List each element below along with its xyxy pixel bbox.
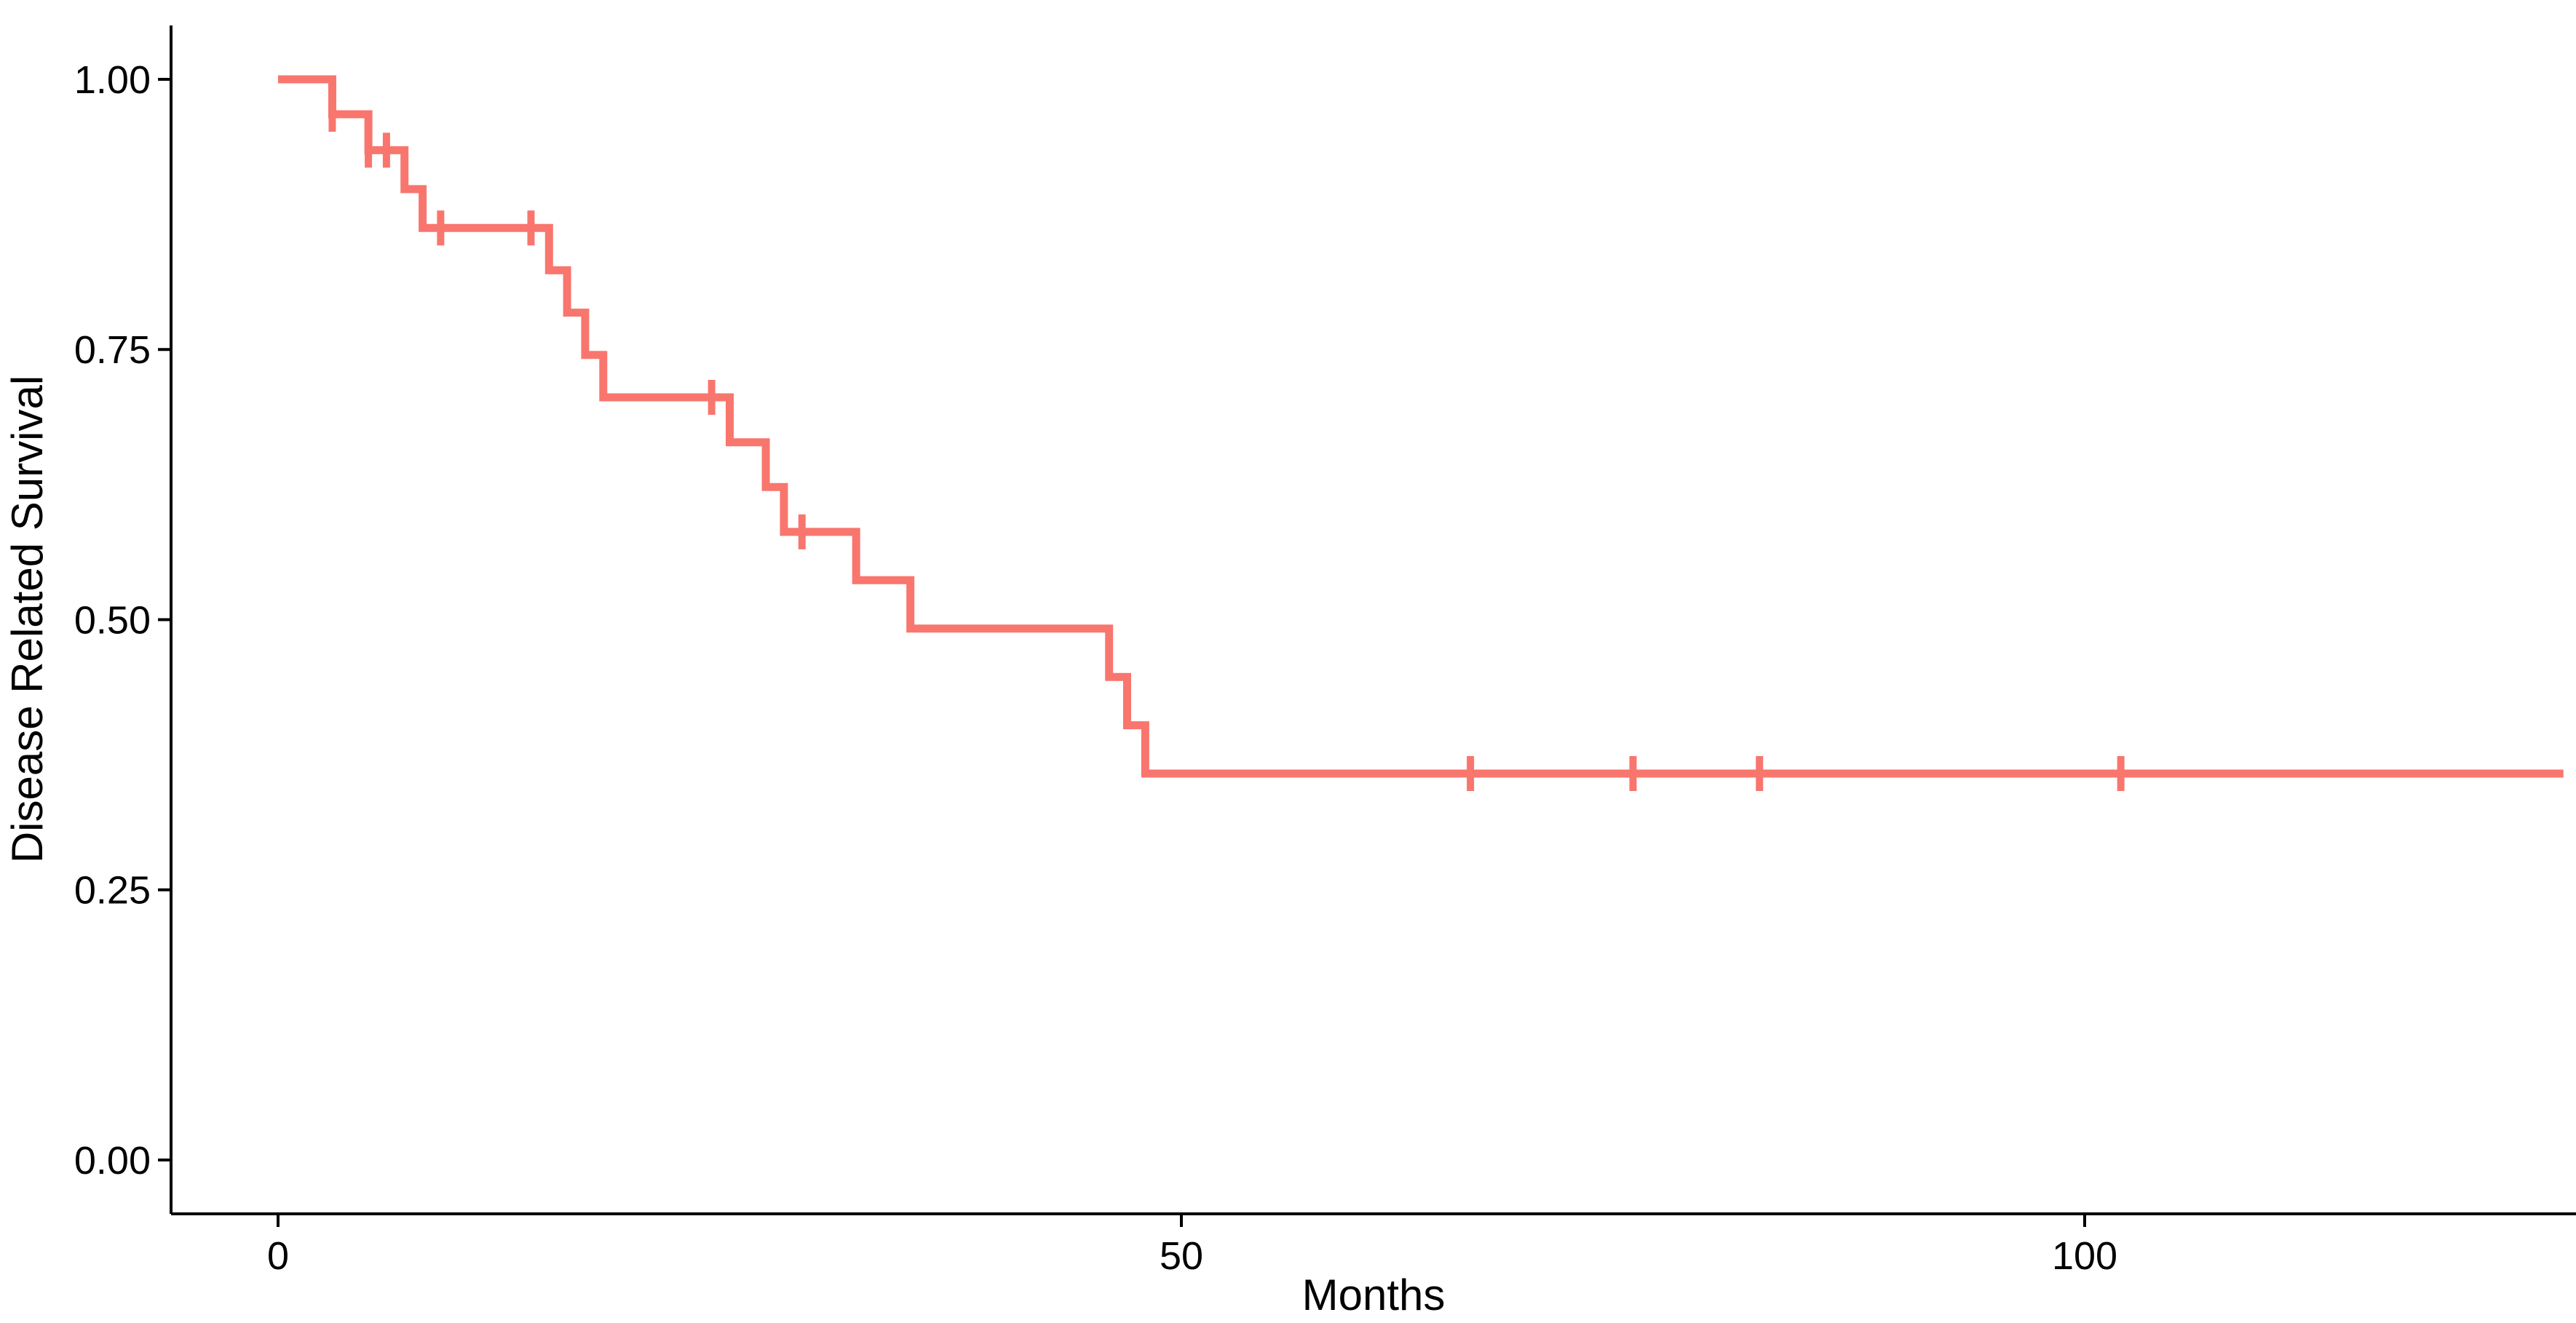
x-axis-title: Months <box>1302 1271 1446 1319</box>
x-tick-label: 0 <box>267 1234 289 1278</box>
x-tick-label: 100 <box>2052 1234 2117 1278</box>
x-tick-label: 50 <box>1160 1234 1203 1278</box>
y-tick-label: 0.75 <box>74 328 151 372</box>
y-axis-title: Disease Related Survival <box>3 376 52 863</box>
y-tick-label: 0.50 <box>74 598 151 642</box>
y-tick-label: 1.00 <box>74 58 151 102</box>
y-tick-label: 0.25 <box>74 869 151 913</box>
survival-curve <box>278 75 2564 778</box>
censor-marks-group <box>328 96 2125 791</box>
y-tick-label: 0.00 <box>74 1139 151 1183</box>
